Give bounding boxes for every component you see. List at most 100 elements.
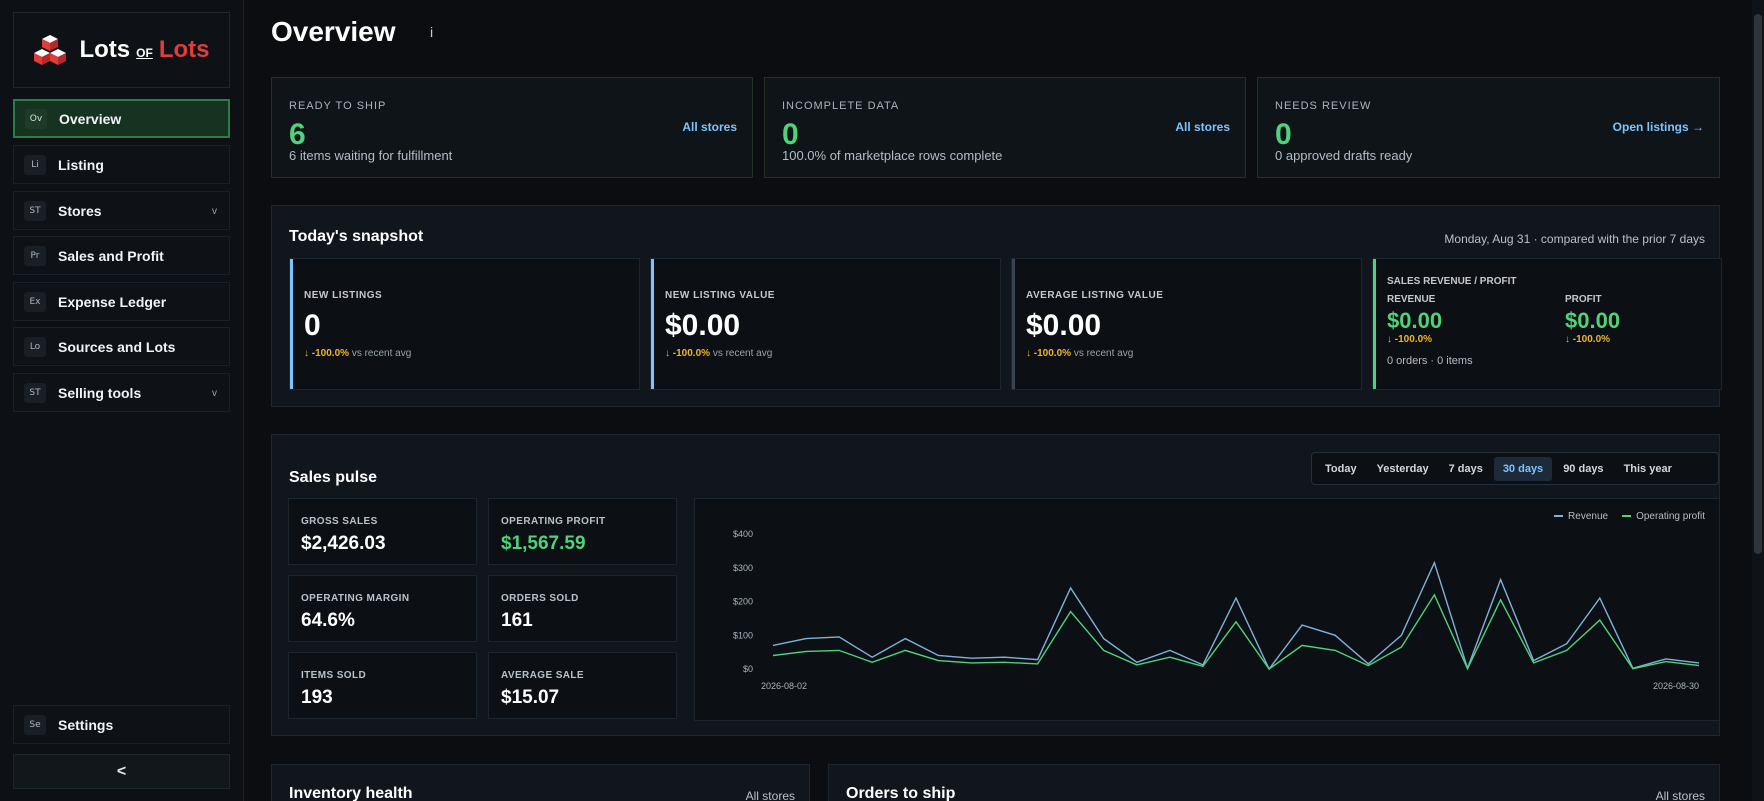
metric-label: ORDERS SOLD xyxy=(501,593,579,604)
sales-pulse-chart: Revenue Operating profit $400 $300 $200 $10… xyxy=(694,498,1720,721)
sidebar-item-settings[interactable]: Se Settings xyxy=(13,705,230,744)
panel-title: Today's snapshot xyxy=(289,228,424,245)
box-value: $0.00 xyxy=(1026,309,1102,342)
metric-label: GROSS SALES xyxy=(301,516,378,527)
open-listings-link[interactable]: Open listings → xyxy=(1612,120,1704,134)
card-label: INCOMPLETE DATA xyxy=(782,100,900,112)
all-stores-link[interactable]: All stores xyxy=(682,120,737,134)
line-chart-svg: $400 $300 $200 $100 $0 2026-08-02 2026-08-30 xyxy=(733,529,1700,691)
y-tick-label: $200 xyxy=(733,597,753,607)
card-label: NEEDS REVIEW xyxy=(1275,100,1372,112)
metric-value: $15.07 xyxy=(501,687,560,708)
legend-item-operating-profit: Operating profit xyxy=(1622,511,1705,522)
accent-bar xyxy=(1012,259,1015,389)
sidebar-item-label: Settings xyxy=(58,716,114,733)
sidebar-item-overview[interactable]: Ov Overview xyxy=(13,99,230,138)
metric-operating-profit: OPERATING PROFIT $1,567.59 xyxy=(488,498,677,565)
metric-orders-sold: ORDERS SOLD 161 xyxy=(488,575,677,642)
sidebar-item-stores[interactable]: ST Stores v xyxy=(13,191,230,230)
card-value: 0 xyxy=(782,118,799,151)
todays-snapshot-panel: Today's snapshot Monday, Aug 31 · compar… xyxy=(271,205,1722,407)
revenue-value: $0.00 xyxy=(1387,308,1443,333)
incomplete-data-card: INCOMPLETE DATA 0 100.0% of marketplace … xyxy=(764,77,1246,178)
box-delta: ↓ -100.0% vs recent avg xyxy=(1026,348,1134,359)
nav-icon: Pr xyxy=(24,245,46,266)
card-subtext: 100.0% of marketplace rows complete xyxy=(782,148,1003,163)
metric-value: $2,426.03 xyxy=(301,533,386,554)
chart-legend: Revenue Operating profit xyxy=(1554,511,1705,522)
card-subtext: 6 items waiting for fulfillment xyxy=(289,148,453,163)
info-icon[interactable]: i xyxy=(430,24,434,40)
logo[interactable]: Lots OF Lots xyxy=(13,12,230,88)
all-stores-link[interactable]: All stores xyxy=(745,789,795,801)
nav-icon: Ov xyxy=(25,108,47,129)
sidebar-item-label: Sales and Profit xyxy=(58,247,164,264)
brand-name: Lots OF Lots xyxy=(79,36,210,63)
box-delta: ↓ -100.0% vs recent avg xyxy=(665,348,773,359)
metric-value: 161 xyxy=(501,610,533,631)
new-listings-box: NEW LISTINGS 0 ↓ -100.0% vs recent avg xyxy=(289,258,640,390)
card-value: 6 xyxy=(289,118,306,151)
range-tab-yesterday[interactable]: Yesterday xyxy=(1376,462,1429,475)
metric-value: 193 xyxy=(301,687,333,708)
all-stores-link[interactable]: All stores xyxy=(1175,120,1230,134)
metric-average-sale: AVERAGE SALE $15.07 xyxy=(488,652,677,719)
range-tab-this-year[interactable]: This year xyxy=(1623,462,1672,475)
orders-items-count: 0 orders · 0 items xyxy=(1387,355,1473,367)
sidebar: Lots OF Lots Ov Overview Li Listing ST Stores… xyxy=(0,0,244,801)
chevron-down-icon: v xyxy=(212,388,217,399)
ready-to-ship-card: READY TO SHIP 6 6 items waiting for fulf… xyxy=(271,77,753,178)
metric-items-sold: ITEMS SOLD 193 xyxy=(288,652,477,719)
range-tab-7-days[interactable]: 7 days xyxy=(1448,462,1483,475)
nav-icon: Ex xyxy=(24,291,46,312)
sidebar-item-sources-and-lots[interactable]: Lo Sources and Lots xyxy=(13,327,230,366)
metric-label: AVERAGE SALE xyxy=(501,670,584,681)
inventory-health-panel: Inventory health All stores xyxy=(271,764,810,801)
y-tick-label: $300 xyxy=(733,563,753,573)
orders-to-ship-panel: Orders to ship All stores xyxy=(828,764,1720,801)
sidebar-item-label: Expense Ledger xyxy=(58,293,167,310)
all-stores-link[interactable]: All stores xyxy=(1655,789,1705,801)
needs-review-card: NEEDS REVIEW 0 0 approved drafts ready O… xyxy=(1257,77,1720,178)
revenue-label: REVENUE xyxy=(1387,294,1436,305)
metric-gross-sales: GROSS SALES $2,426.03 xyxy=(288,498,477,565)
metric-label: OPERATING MARGIN xyxy=(301,593,410,604)
card-subtext: 0 approved drafts ready xyxy=(1275,148,1413,163)
box-label: NEW LISTINGS xyxy=(304,290,383,301)
box-label: AVERAGE LISTING VALUE xyxy=(1026,290,1164,301)
sidebar-item-selling-tools[interactable]: ST Selling tools v xyxy=(13,373,230,412)
accent-bar xyxy=(1373,259,1376,389)
sidebar-item-sales-and-profit[interactable]: Pr Sales and Profit xyxy=(13,236,230,275)
metric-label: ITEMS SOLD xyxy=(301,670,367,681)
box-label: NEW LISTING VALUE xyxy=(665,290,775,301)
metric-label: OPERATING PROFIT xyxy=(501,516,606,527)
accent-bar xyxy=(651,259,654,389)
series-line-revenue xyxy=(772,560,1700,671)
profit-delta: ↓ -100.0% xyxy=(1565,334,1611,345)
nav-icon: ST xyxy=(24,200,46,221)
sales-revenue-profit-box: SALES REVENUE / PROFIT REVENUE $0.00 ↓ -… xyxy=(1372,258,1722,390)
scrollbar[interactable] xyxy=(1752,0,1764,801)
collapse-sidebar-button[interactable]: < xyxy=(13,754,230,789)
range-tab-today[interactable]: Today xyxy=(1325,462,1357,475)
nav-icon: Lo xyxy=(24,336,46,357)
range-tab-90-days[interactable]: 90 days xyxy=(1563,462,1604,475)
sidebar-item-label: Selling tools xyxy=(58,384,142,401)
nav-icon: ST xyxy=(24,382,46,403)
accent-bar xyxy=(290,259,293,389)
scrollbar-thumb[interactable] xyxy=(1754,14,1762,554)
y-tick-label: $400 xyxy=(733,529,753,539)
box-label: SALES REVENUE / PROFIT xyxy=(1387,276,1517,287)
range-tab-30-days[interactable]: 30 days xyxy=(1493,456,1553,481)
revenue-delta: ↓ -100.0% xyxy=(1387,334,1433,345)
series-line-operating-profit xyxy=(772,593,1700,671)
date-range-tabs: Today Yesterday 7 days 30 days 90 days This y… xyxy=(1311,452,1719,485)
metric-value: $1,567.59 xyxy=(501,533,586,554)
sidebar-item-expense-ledger[interactable]: Ex Expense Ledger xyxy=(13,282,230,321)
sidebar-item-listing[interactable]: Li Listing xyxy=(13,145,230,184)
box-value: $0.00 xyxy=(665,309,741,342)
page-title: Overview xyxy=(271,16,396,47)
chevron-down-icon: v xyxy=(212,206,217,217)
sidebar-item-label: Listing xyxy=(58,156,104,173)
sidebar-item-label: Overview xyxy=(59,110,122,127)
